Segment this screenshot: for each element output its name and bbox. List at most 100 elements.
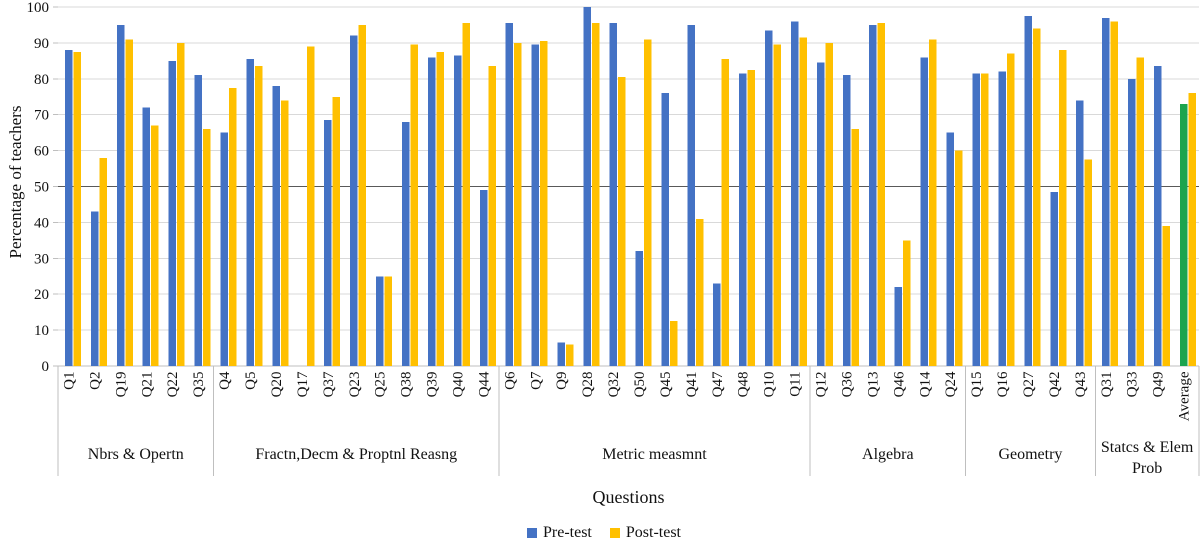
x-label-q49: Q49 [1151,372,1167,398]
bar-pre-q23 [350,35,358,366]
bar-post-q24 [955,150,963,366]
x-label-q41: Q41 [684,372,700,398]
y-tick-label-80: 80 [34,72,49,88]
x-label-q33: Q33 [1125,372,1141,398]
bar-post-q44 [488,66,496,367]
group-label-0: Nbrs & Opertn [88,446,184,463]
y-tick-label-60: 60 [34,144,49,160]
bar-post-q11 [799,37,807,366]
x-label-q38: Q38 [399,372,415,398]
bar-post-q14 [929,39,937,367]
bar-pre-q20 [272,85,280,366]
legend-posttest-swatch [609,528,620,538]
bar-pre-q35 [194,75,203,367]
bar-pre-q12 [816,62,825,366]
x-label-q22: Q22 [165,372,181,398]
group-label-3: Algebra [862,446,914,463]
x-label-q47: Q47 [710,371,726,397]
x-label-q40: Q40 [450,372,466,398]
x-label-q23: Q23 [347,372,363,398]
x-label-q4: Q4 [217,371,233,390]
bar-pre-q14 [920,57,929,366]
y-tick-label-90: 90 [34,36,49,52]
x-label-q17: Q17 [295,371,311,397]
bar-post-q4 [228,87,237,367]
bar-pre-q37 [324,120,332,366]
bar-pre-q36 [842,75,851,367]
chart-canvas: 0 10 20 30 40 50 60 70 80 90 100 Q1 Q2 Q19 Q21 Q22 Q35 Q4… [27,0,1200,477]
legend-entry-posttest: Post-test [609,524,681,542]
x-label-q21: Q21 [139,372,155,398]
bar-post-q33 [1136,57,1145,366]
bar-post-q1 [73,51,81,367]
group-label-2: Metric measmnt [602,446,707,463]
y-tick-label-20: 20 [34,287,49,303]
bar-pre-q50 [635,251,643,366]
legend-pretest-label: Pre-test [543,524,592,541]
y-tick-label-10: 10 [34,323,49,339]
group-label-4: Geometry [998,446,1062,463]
legend: Pre-test Post-test [4,524,1200,542]
bar-post-q41 [695,218,704,366]
y-tick-label-70: 70 [34,108,49,124]
bar-post-q46 [903,240,911,366]
bar-pre-q11 [790,21,799,367]
bar-pre-q38 [402,121,410,366]
bar-post-q35 [203,129,211,366]
x-label-q27: Q27 [1021,371,1037,397]
bar-post-q48 [747,69,756,366]
bar-pre-q32 [609,23,617,367]
x-label-q9: Q9 [554,372,570,390]
group-label-5-line0: Statcs & Elem [1101,439,1194,456]
bar-pre-q27 [1024,15,1032,366]
bar-post-q2 [99,157,107,366]
bar-post-q22 [177,42,185,367]
x-label-q32: Q32 [606,372,622,398]
bar-post-q20 [280,100,289,366]
bar-pre-q13 [868,24,877,366]
x-label-q15: Q15 [969,372,985,398]
x-label-q28: Q28 [580,372,596,398]
bar-pre-q7 [531,44,540,366]
x-label-q10: Q10 [762,372,778,398]
bar-pre-q2 [90,211,99,366]
x-label-q50: Q50 [632,372,648,398]
bar-pre-q45 [661,93,669,366]
x-label-q24: Q24 [943,371,959,397]
bar-pre-q42 [1050,191,1058,366]
bar-pre-q1 [64,50,73,366]
bar-post-q43 [1084,159,1093,366]
bar-post-q36 [851,129,859,366]
x-label-q7: Q7 [528,371,544,390]
x-label-q31: Q31 [1099,372,1115,398]
bar-post-q13 [877,23,885,367]
bar-post-q47 [721,59,730,367]
legend-entry-pretest: Pre-test [527,524,592,542]
x-label-q44: Q44 [476,371,492,397]
x-label-q39: Q39 [425,372,441,398]
bar-pre-q6 [505,23,514,367]
bar-post-q17 [306,46,315,367]
x-label-q37: Q37 [321,371,337,397]
bar-post-q16 [1006,53,1015,367]
x-label-q2: Q2 [87,372,103,390]
bar-pre-q9 [557,342,566,366]
bar-post-q6 [514,42,522,367]
bar-pre-q44 [479,190,488,366]
x-label-q35: Q35 [191,372,207,398]
x-axis-title: Questions [592,487,665,507]
bar-post-q32 [617,77,626,366]
x-label-q20: Q20 [269,372,285,398]
x-label-q25: Q25 [373,372,389,398]
bar-pre-q19 [116,24,125,366]
bar-post-q45 [669,321,678,367]
bar-pre-q39 [427,57,436,366]
bar-post-q12 [825,42,833,367]
legend-posttest-label: Post-test [625,524,681,541]
bar-post-q10 [773,44,782,366]
bar-post-q21 [151,125,159,366]
bar-post-q23 [358,24,367,366]
bar-pre-average [1179,103,1188,367]
bar-post-q7 [540,41,548,367]
